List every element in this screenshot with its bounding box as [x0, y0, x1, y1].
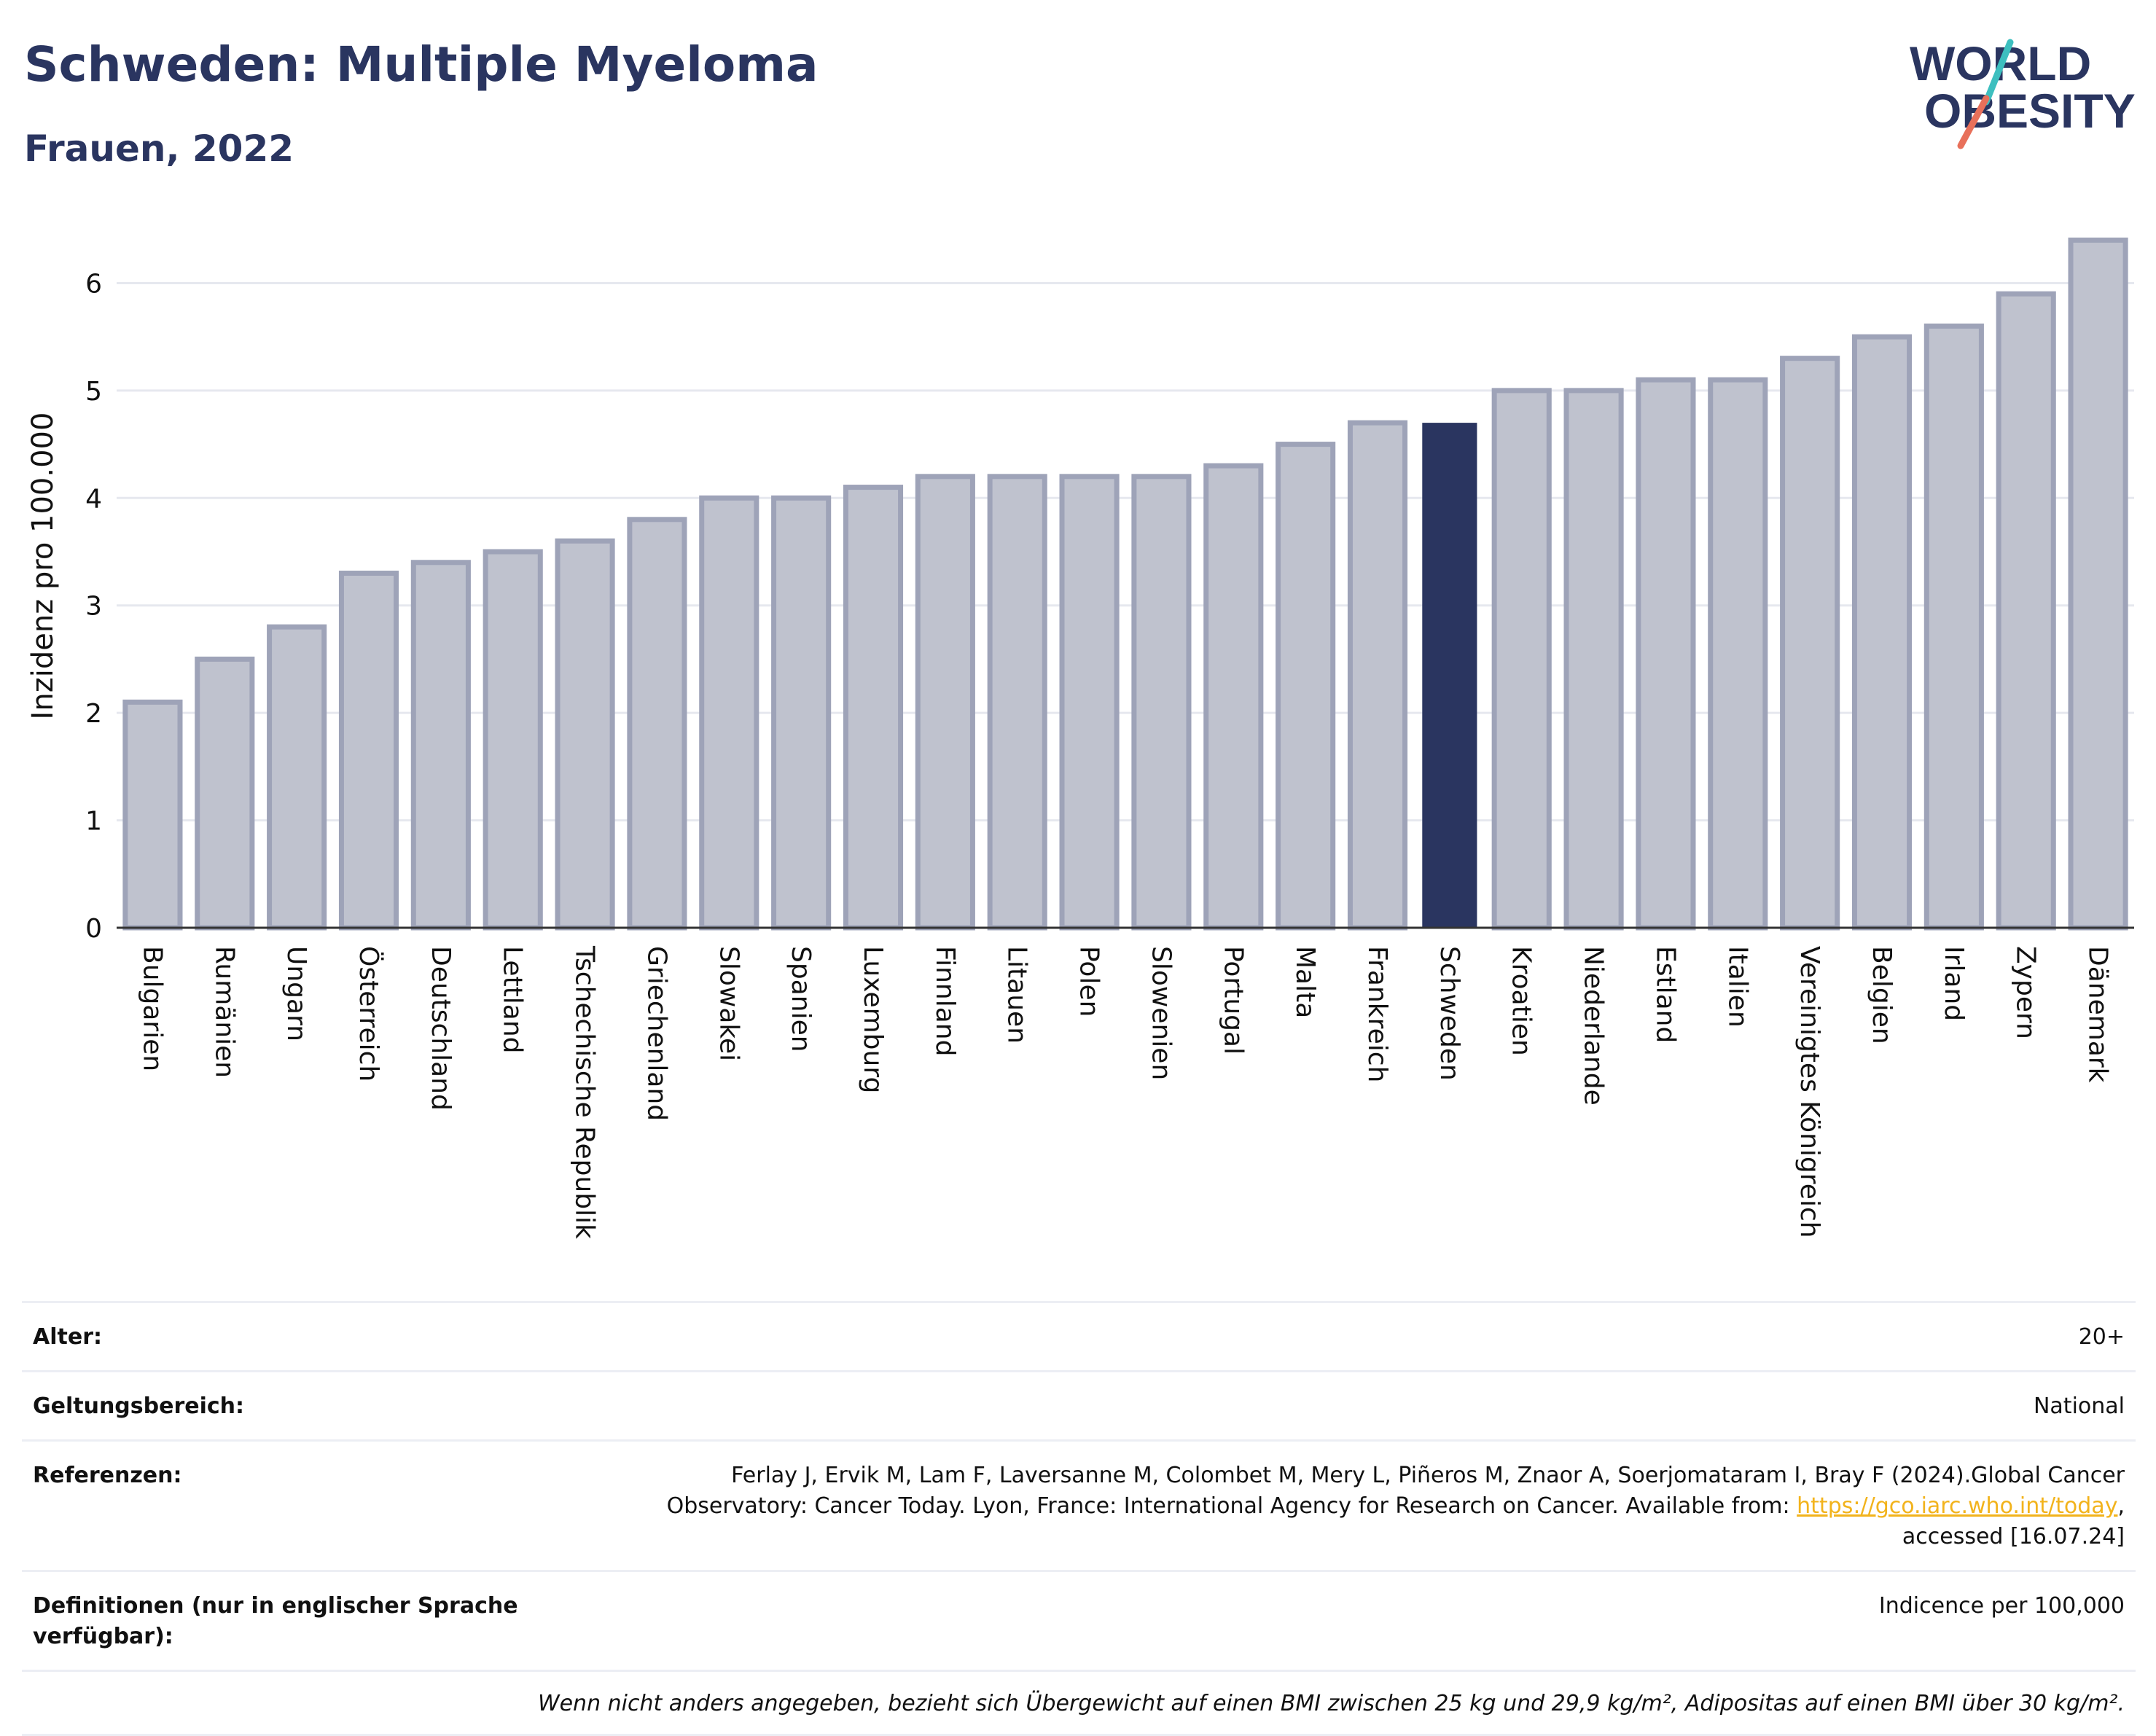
x-tick-label: Spanien	[786, 946, 816, 1052]
bar	[1203, 463, 1264, 931]
bar	[1563, 388, 1624, 931]
chart-title: Schweden: Multiple Myeloma	[24, 36, 819, 93]
definitions-value: Indicence per 100,000	[1878, 1593, 2125, 1619]
bar	[1780, 356, 1840, 931]
bar	[555, 538, 615, 931]
age-label: Alter:	[33, 1324, 102, 1350]
x-tick-label: Ungarn	[281, 946, 311, 1041]
bar	[2068, 237, 2128, 931]
bar	[1708, 377, 1768, 931]
bar	[1059, 474, 1120, 931]
bar	[410, 560, 471, 931]
bar	[338, 571, 399, 931]
x-tick-label: Rumänien	[209, 946, 239, 1078]
bar	[1491, 388, 1552, 931]
x-tick-label: Litauen	[1002, 946, 1032, 1044]
chart-subtitle: Frauen, 2022	[24, 128, 294, 170]
info-row-footnote: Wenn nicht anders angegeben, bezieht sic…	[22, 1670, 2136, 1736]
x-tick-label: Bulgarien	[137, 946, 167, 1071]
x-tick-label: Niederlande	[1579, 946, 1609, 1106]
info-table: Alter: 20+ Geltungsbereich: National Ref…	[22, 1301, 2136, 1736]
x-tick-label: Dänemark	[2083, 946, 2113, 1083]
bar	[1923, 323, 1984, 931]
info-row-definitions: Definitionen (nur in englischer Sprache …	[22, 1570, 2136, 1670]
bar	[987, 474, 1047, 931]
x-tick-label: Frankreich	[1362, 946, 1392, 1082]
x-tick-label: Polen	[1074, 946, 1104, 1017]
y-tick-label: 1	[85, 807, 102, 837]
bar	[699, 495, 759, 931]
y-tick-label: 2	[85, 699, 102, 729]
x-tick-label: Finnland	[930, 946, 960, 1056]
bar	[1276, 442, 1336, 931]
references-accessed: , accessed [16.07.24]	[1902, 1493, 2125, 1549]
bar	[843, 485, 904, 931]
y-tick-label: 5	[85, 377, 102, 407]
bar	[1131, 474, 1192, 931]
bar	[771, 495, 832, 931]
definitions-label: Definitionen (nur in englischer Sprache …	[33, 1593, 518, 1649]
x-tick-label: Slowenien	[1146, 946, 1176, 1080]
logo-line2: OBESITY	[1924, 84, 2136, 138]
bar	[1851, 334, 1913, 931]
bar	[1347, 420, 1408, 931]
x-tick-label: Slowakei	[714, 946, 743, 1061]
y-tick-label: 0	[85, 914, 102, 944]
y-tick-label: 6	[85, 269, 102, 299]
x-tick-label: Irland	[1939, 946, 1969, 1021]
y-tick-label: 4	[85, 484, 102, 514]
bar	[1996, 291, 2056, 931]
info-row-scope: Geltungsbereich: National	[22, 1370, 2136, 1439]
y-axis-label: Inzidenz pro 100.000	[26, 413, 60, 720]
info-row-references: Referenzen: Ferlay J, Ervik M, Lam F, La…	[22, 1439, 2136, 1570]
x-tick-label: Schweden	[1434, 946, 1464, 1081]
y-axis-ticks: 0 1 2 3 4 5 6	[85, 269, 102, 944]
x-tick-label: Lettland	[498, 946, 528, 1054]
scope-value: National	[2033, 1393, 2125, 1419]
references-value: Ferlay J, Ervik M, Lam F, Laversanne M, …	[594, 1461, 2125, 1552]
scope-label: Geltungsbereich:	[33, 1393, 245, 1419]
x-tick-label: Zypern	[2011, 946, 2041, 1039]
x-tick-label: Italien	[1722, 946, 1752, 1028]
x-tick-label: Belgien	[1867, 946, 1897, 1044]
x-tick-label: Malta	[1290, 946, 1320, 1018]
references-label: Referenzen:	[33, 1463, 182, 1488]
age-value: 20+	[2078, 1324, 2125, 1350]
world-obesity-logo: WORLD OBESITY	[1910, 36, 2136, 149]
x-tick-label: Griechenland	[641, 946, 671, 1121]
bar	[195, 656, 255, 931]
info-row-age: Alter: 20+	[22, 1301, 2136, 1370]
bar	[627, 517, 687, 931]
x-tick-label: Luxemburg	[858, 946, 888, 1093]
x-tick-label: Vereinigtes Königreich	[1794, 946, 1824, 1238]
x-tick-label: Portugal	[1218, 946, 1248, 1055]
x-tick-label: Estland	[1650, 946, 1680, 1043]
references-text: Ferlay J, Ervik M, Lam F, Laversanne M, …	[666, 1463, 2125, 1519]
bar-chart: 0 1 2 3 4 5 6 Bulgarien Rumänien Ungarn Österreic…	[26, 237, 2134, 1239]
x-tick-label: Kroatien	[1507, 946, 1536, 1056]
bar	[1636, 377, 1696, 931]
x-tick-label: Österreich	[354, 946, 384, 1082]
bar	[915, 474, 975, 931]
x-tick-label: Tschechische Republik	[570, 945, 600, 1239]
logo-slash-teal	[1983, 39, 2014, 106]
x-tick-label: Deutschland	[426, 946, 456, 1111]
logo-slash-coral	[1957, 95, 1990, 149]
references-link[interactable]: https://gco.iarc.who.int/today	[1797, 1493, 2118, 1519]
bar	[122, 699, 183, 931]
bar	[1422, 423, 1477, 928]
bar	[483, 549, 543, 931]
y-tick-label: 3	[85, 592, 102, 622]
bars	[122, 237, 2128, 931]
footnote: Wenn nicht anders angegeben, bezieht sic…	[537, 1691, 2125, 1716]
x-axis-labels: Bulgarien Rumänien Ungarn Österreich Deutsch…	[137, 945, 2112, 1239]
bar	[267, 624, 327, 931]
